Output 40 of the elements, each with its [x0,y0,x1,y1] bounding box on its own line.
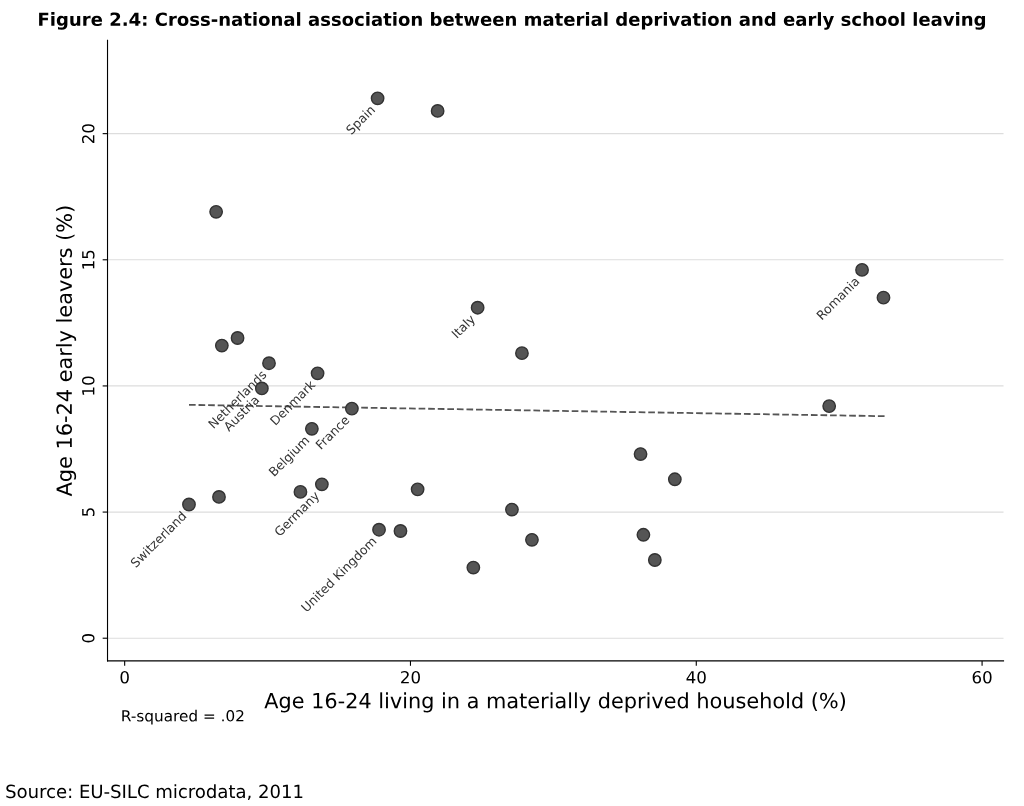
point [314,477,329,492]
y-tick-label: 15 [82,250,95,269]
point [230,331,245,345]
x-tick-label: 60 [972,670,992,684]
point [182,497,196,512]
point [876,290,891,305]
point [344,401,359,416]
point [370,91,385,106]
y-tick-label: 20 [81,124,95,144]
point [633,447,648,461]
point [636,527,651,542]
point [647,553,662,567]
point [822,399,837,414]
point [209,204,224,219]
point [525,532,539,547]
point [515,346,529,361]
point [667,472,682,487]
point [372,522,386,537]
x-tick-label: 40 [686,670,706,684]
y-axis-title: Age 16-24 early leavers (%) [55,206,77,497]
point [855,262,869,277]
y-tick-label: 10 [81,376,95,395]
point [470,300,485,315]
source-note: Source: EU-SILC microdata, 2011 [6,784,303,801]
y-tick-label: 0 [81,634,95,643]
point [430,104,445,118]
point [262,356,276,371]
y-tick-label: 5 [82,508,95,517]
chart-title: Figure 2.4: Cross-national association between material deprivation and early school leaving [39,12,986,30]
text: R-squared = .02 [122,709,244,725]
point [310,366,325,381]
point [214,338,229,353]
point [212,490,226,504]
x-tick-label: 20 [401,670,420,684]
x-axis-title: Age 16-24 living in a materially deprived household (%) [264,692,846,713]
point [505,502,519,517]
point [410,482,425,497]
point [393,524,408,538]
x-tick-label: 0 [120,670,129,684]
point [466,560,481,575]
